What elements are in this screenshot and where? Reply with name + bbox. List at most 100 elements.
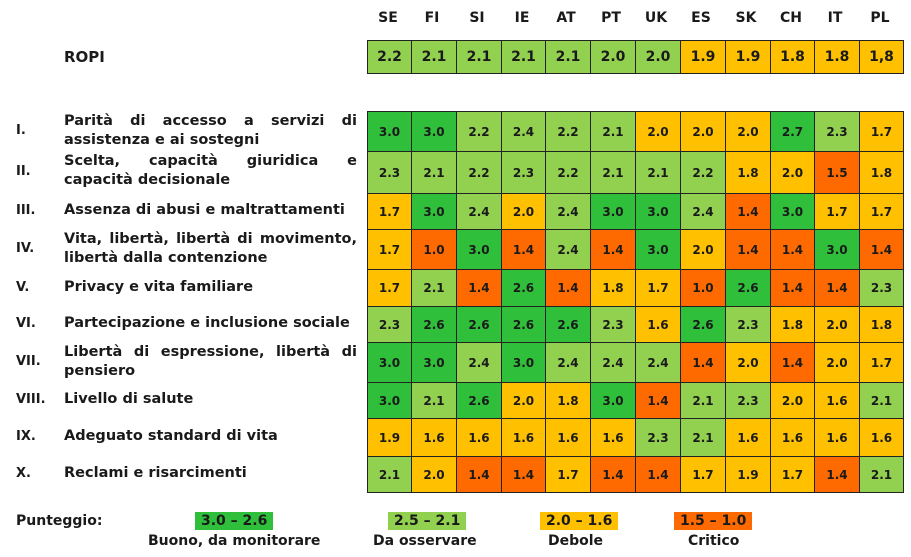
- score-cell: 3.0: [590, 382, 636, 419]
- score-cell: 3.0: [411, 342, 457, 383]
- legend-range-2: 2.5 – 2.1: [388, 512, 467, 530]
- score-cell: 2.4: [680, 193, 726, 230]
- legend-range-3: 2.0 – 1.6: [540, 512, 619, 530]
- legend-desc-3: Debole: [548, 533, 604, 549]
- score-cell: 1.4: [545, 269, 591, 307]
- score-cell: 2.3: [367, 151, 412, 194]
- score-cell: 1.7: [367, 193, 412, 230]
- score-cell: 2.3: [367, 306, 412, 343]
- score-cell: 1.7: [680, 456, 726, 493]
- score-cell: 2.6: [456, 382, 502, 419]
- row-label: Parità di accesso a servizi di assistenz…: [64, 113, 357, 148]
- score-cell: 1.4: [590, 229, 636, 270]
- country-header-uk: UK: [644, 10, 668, 26]
- row-number: IV.: [16, 241, 35, 256]
- country-header-fi: FI: [424, 10, 440, 26]
- score-cell: 2.0: [725, 111, 771, 152]
- country-header-pt: PT: [601, 10, 621, 26]
- score-cell: 2.2: [456, 111, 502, 152]
- score-cell: 1.4: [590, 456, 636, 493]
- ropi-cell: 2.1: [545, 40, 591, 74]
- country-header-sk: SK: [735, 10, 757, 26]
- score-cell: 3.0: [411, 193, 457, 230]
- score-cell: 2.2: [456, 151, 502, 194]
- row-label: Libertà di espressione, libertà di pensi…: [64, 344, 357, 379]
- row-label: Vita, libertà, libertà di movimento, lib…: [64, 231, 357, 266]
- score-cell: 1.9: [367, 418, 412, 457]
- score-cell: 2.3: [501, 151, 546, 194]
- score-cell: 3.0: [367, 342, 412, 383]
- score-cell: 2.3: [814, 111, 860, 152]
- score-cell: 3.0: [635, 229, 681, 270]
- row-number: V.: [16, 279, 30, 295]
- country-header-pl: PL: [870, 10, 890, 26]
- ropi-cell: 1.8: [770, 40, 815, 74]
- ropi-cell: 2.1: [456, 40, 502, 74]
- score-cell: 2.1: [590, 111, 636, 152]
- legend-range-1: 3.0 – 2.6: [195, 512, 274, 530]
- row-number: IX.: [16, 429, 36, 444]
- score-cell: 2.1: [590, 151, 636, 194]
- score-cell: 1.6: [635, 306, 681, 343]
- score-cell: 1.4: [770, 269, 815, 307]
- score-cell: 3.0: [367, 382, 412, 419]
- score-cell: 2.3: [725, 306, 771, 343]
- ropi-cell: 2.0: [635, 40, 681, 74]
- row-number: VII.: [16, 354, 41, 369]
- score-cell: 1.4: [456, 456, 502, 493]
- row-number: X.: [16, 466, 31, 481]
- score-cell: 2.1: [411, 382, 457, 419]
- score-cell: 1.7: [367, 229, 412, 270]
- score-cell: 2.0: [501, 193, 546, 230]
- row-number: II.: [16, 164, 31, 179]
- score-cell: 2.3: [725, 382, 771, 419]
- score-cell: 1.8: [725, 151, 771, 194]
- score-cell: 2.6: [456, 306, 502, 343]
- row-label: Reclami e risarcimenti: [64, 465, 247, 481]
- score-cell: 1.6: [456, 418, 502, 457]
- score-cell: 1.4: [635, 382, 681, 419]
- score-cell: 2.2: [545, 151, 591, 194]
- score-cell: 1.6: [814, 382, 860, 419]
- ropi-cell: 1.9: [680, 40, 726, 74]
- score-cell: 1.0: [411, 229, 457, 270]
- score-cell: 3.0: [501, 342, 546, 383]
- score-cell: 1.6: [725, 418, 771, 457]
- score-cell: 1.4: [680, 342, 726, 383]
- legend-desc-2: Da osservare: [373, 533, 477, 549]
- score-cell: 2.6: [501, 306, 546, 343]
- country-header-es: ES: [691, 10, 711, 26]
- score-cell: 2.0: [680, 111, 726, 152]
- row-number: III.: [16, 203, 36, 218]
- score-cell: 2.2: [680, 151, 726, 194]
- score-cell: 3.0: [590, 193, 636, 230]
- country-header-si: SI: [469, 10, 485, 26]
- legend-range-4: 1.5 – 1.0: [674, 512, 753, 530]
- score-cell: 3.0: [456, 229, 502, 270]
- score-cell: 1.4: [814, 269, 860, 307]
- score-cell: 1.8: [859, 151, 904, 194]
- score-cell: 2.3: [590, 306, 636, 343]
- score-cell: 1.6: [770, 418, 815, 457]
- score-cell: 2.6: [411, 306, 457, 343]
- ropi-label: ROPI: [64, 48, 105, 66]
- score-cell: 1.6: [590, 418, 636, 457]
- score-cell: 2.0: [411, 456, 457, 493]
- score-cell: 2.4: [501, 111, 546, 152]
- score-cell: 1.6: [859, 418, 904, 457]
- row-label: Livello di salute: [64, 391, 194, 407]
- score-cell: 2.1: [411, 269, 457, 307]
- score-cell: 1.6: [501, 418, 546, 457]
- score-cell: 1.4: [859, 229, 904, 270]
- score-cell: 1.6: [814, 418, 860, 457]
- row-number: VIII.: [16, 392, 46, 407]
- score-cell: 2.1: [680, 382, 726, 419]
- ropi-cell: 2.2: [367, 40, 412, 74]
- score-cell: 2.1: [635, 151, 681, 194]
- score-cell: 1.7: [770, 456, 815, 493]
- score-cell: 2.0: [725, 342, 771, 383]
- row-label: Scelta, capacità giuridica e capacità de…: [64, 153, 357, 188]
- score-cell: 2.0: [814, 342, 860, 383]
- score-cell: 3.0: [411, 111, 457, 152]
- score-cell: 1.4: [814, 456, 860, 493]
